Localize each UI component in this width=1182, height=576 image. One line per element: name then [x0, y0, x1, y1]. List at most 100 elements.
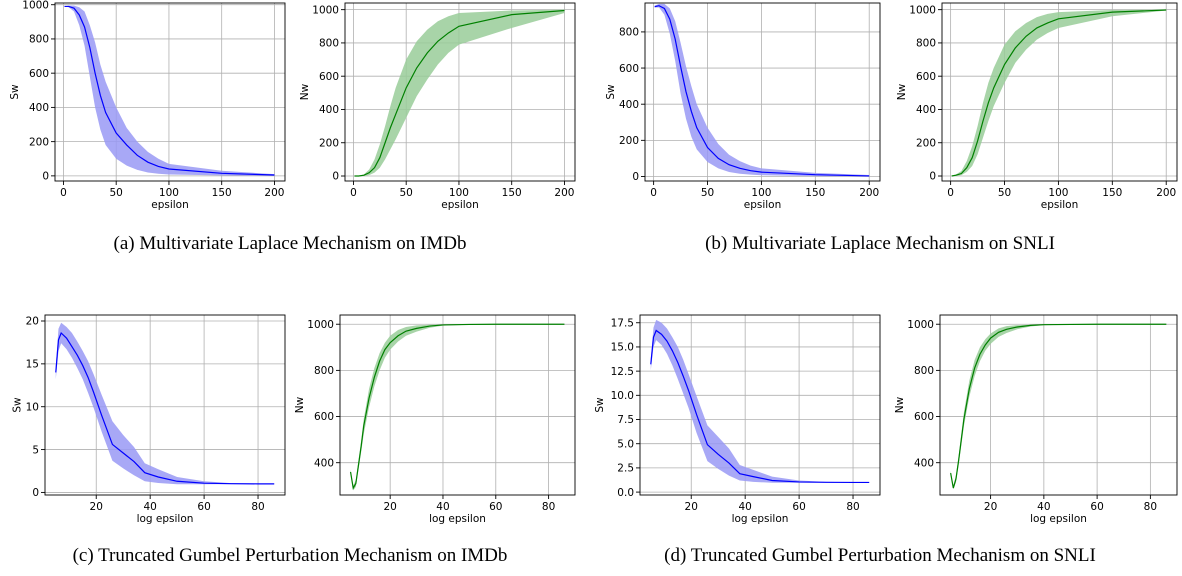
x-tick-label: 60: [489, 501, 502, 513]
x-tick-label: 40: [143, 501, 156, 513]
y-tick-label: 15: [26, 359, 39, 371]
series-line: [951, 9, 1167, 177]
confidence-band: [350, 324, 565, 491]
y-tick-label: 2.5: [617, 463, 634, 475]
y-tick-label: 600: [29, 68, 49, 80]
x-tick-label: 200: [859, 187, 879, 199]
x-tick-label: 0: [350, 187, 357, 199]
x-tick-label: 50: [998, 187, 1011, 199]
axes-frame: [44, 314, 286, 496]
y-tick-label: 12.5: [611, 366, 634, 378]
y-axis-label: Sw: [594, 397, 606, 413]
y-tick-label: 0: [32, 487, 39, 499]
series-line: [349, 323, 565, 490]
chart-panel-3: 0 50 100 150 200 0 200 400 600 800 epsilon Sw: [605, 2, 881, 211]
confidence-band: [650, 319, 870, 483]
axes-frame: [941, 2, 1178, 182]
x-axis-label: log epsilon: [429, 513, 486, 525]
y-tick-label: 1000: [909, 4, 936, 16]
x-tick-label: 50: [110, 187, 123, 199]
y-tick-label: 800: [29, 34, 49, 46]
y-tick-label: 200: [29, 136, 49, 148]
x-tick-label: 150: [805, 187, 825, 199]
series-line: [354, 9, 565, 177]
x-tick-label: 50: [701, 187, 714, 199]
x-tick-label: 150: [502, 187, 522, 199]
y-axis-label: Nw: [896, 83, 908, 100]
x-axis-label: epsilon: [1041, 199, 1079, 211]
x-tick-label: 80: [846, 501, 859, 513]
x-tick-label: 40: [436, 501, 449, 513]
axes-frame: [344, 2, 576, 182]
confidence-band: [55, 322, 275, 485]
y-axis-label: Sw: [9, 84, 21, 100]
x-tick-label: 60: [792, 501, 805, 513]
chart-panel-7: 20 40 60 80 0.0 2.5 5.0 7.5 10.0 12.5 15.0 17.5 log …: [594, 314, 881, 525]
y-tick-label: 800: [916, 38, 936, 50]
axes-frame: [639, 314, 881, 496]
y-tick-label: 0: [632, 171, 639, 183]
x-tick-label: 0: [60, 187, 67, 199]
caption-a: (a) Multivariate Laplace Mechanism on IM…: [113, 233, 467, 254]
y-tick-label: 400: [619, 99, 639, 111]
caption-b: (b) Multivariate Laplace Mechanism on SN…: [705, 233, 1055, 254]
x-tick-label: 100: [449, 187, 469, 199]
x-axis-label: epsilon: [441, 199, 479, 211]
y-tick-label: 200: [619, 135, 639, 147]
y-axis-label: Sw: [605, 84, 617, 100]
caption-d: (d) Truncated Gumbel Perturbation Mechan…: [664, 545, 1096, 566]
y-tick-label: 5: [32, 444, 39, 456]
chart-panel-5: 20 40 60 80 0 5 10 15 20 log epsilon Sw: [11, 314, 286, 525]
y-tick-label: 1000: [307, 319, 334, 331]
series-line: [55, 331, 275, 485]
axes-frame: [939, 314, 1178, 496]
y-tick-label: 800: [619, 27, 639, 39]
y-tick-label: 7.5: [617, 414, 634, 426]
x-tick-label: 100: [159, 187, 179, 199]
x-tick-label: 80: [542, 501, 555, 513]
x-tick-label: 200: [554, 187, 574, 199]
y-tick-label: 600: [916, 71, 936, 83]
y-tick-label: 20: [26, 316, 39, 328]
y-tick-label: 600: [314, 411, 334, 423]
y-tick-label: 0: [42, 171, 49, 183]
y-tick-label: 400: [319, 104, 339, 116]
y-tick-label: 0: [332, 171, 339, 183]
series-line: [650, 329, 870, 484]
x-axis-label: log epsilon: [137, 513, 194, 525]
y-tick-label: 1000: [907, 319, 934, 331]
y-tick-label: 800: [914, 365, 934, 377]
y-tick-label: 800: [319, 38, 339, 50]
x-tick-label: 200: [264, 187, 284, 199]
x-tick-label: 80: [1144, 501, 1157, 513]
x-tick-label: 200: [1156, 187, 1176, 199]
y-tick-label: 600: [914, 411, 934, 423]
y-tick-label: 17.5: [611, 317, 634, 329]
y-axis-label: Nw: [294, 396, 306, 413]
y-tick-label: 5.0: [617, 438, 634, 450]
y-tick-label: 1000: [312, 4, 339, 16]
y-tick-label: 10: [26, 401, 39, 413]
chart-panel-6: 20 40 60 80 400 600 800 1000 log epsilon Nw: [294, 314, 576, 525]
x-tick-label: 60: [1090, 501, 1103, 513]
chart-panel-1: 0 50 100 150 200 0 200 400 600 800 1000 epsilon Sw: [9, 0, 286, 211]
y-tick-label: 600: [619, 63, 639, 75]
axes-frame: [339, 314, 576, 496]
chart-panel-8: 20 40 60 80 400 600 800 1000 log epsilon Nw: [894, 314, 1178, 525]
y-tick-label: 0.0: [617, 487, 634, 499]
x-axis-label: epsilon: [744, 199, 782, 211]
axes-frame: [54, 2, 286, 182]
series-line: [950, 323, 1167, 489]
x-tick-label: 20: [383, 501, 396, 513]
x-tick-label: 150: [212, 187, 232, 199]
x-tick-label: 0: [947, 187, 954, 199]
y-axis-label: Nw: [894, 396, 906, 413]
confidence-band: [354, 9, 565, 177]
y-tick-label: 15.0: [611, 342, 634, 354]
x-tick-label: 150: [1102, 187, 1122, 199]
y-axis-label: Nw: [299, 83, 311, 100]
x-tick-label: 20: [685, 501, 698, 513]
x-axis-label: log epsilon: [1030, 513, 1087, 525]
y-tick-label: 0: [929, 171, 936, 183]
x-tick-label: 50: [400, 187, 413, 199]
